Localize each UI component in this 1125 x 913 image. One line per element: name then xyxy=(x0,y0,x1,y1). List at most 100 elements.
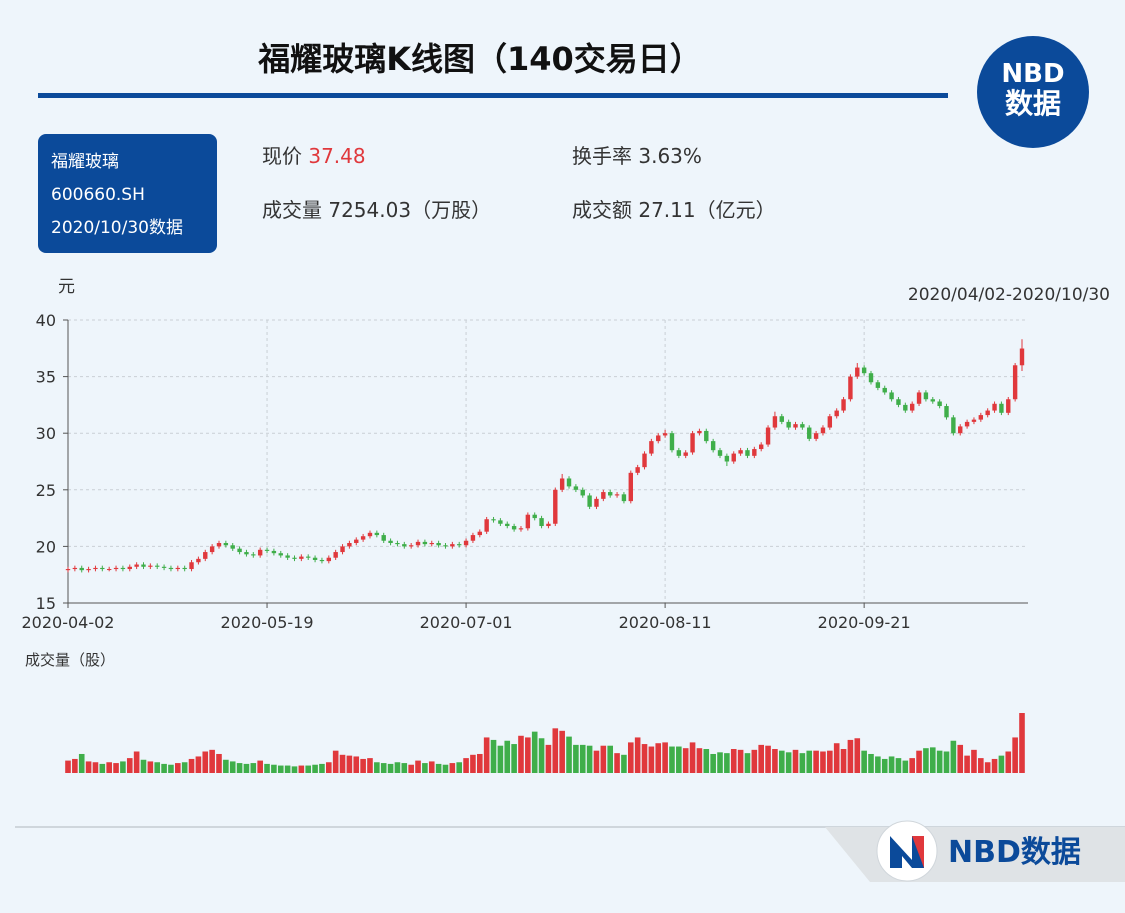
volume-bar xyxy=(744,753,751,773)
volume-bar xyxy=(936,750,943,773)
volume-bar xyxy=(765,745,771,773)
volume-bar xyxy=(305,765,312,773)
volume-bar xyxy=(984,762,991,773)
volume-bar xyxy=(504,740,511,773)
volume-bar xyxy=(579,744,586,773)
candle-body xyxy=(635,467,640,473)
candle-body xyxy=(704,430,709,442)
volume-bar xyxy=(696,748,703,773)
volume-bar xyxy=(85,761,92,773)
stat-label: 换手率 xyxy=(572,144,632,168)
candle-body xyxy=(491,519,496,521)
candle-body xyxy=(498,520,503,524)
volume-bar xyxy=(916,750,922,773)
volume-bar xyxy=(72,758,78,773)
volume-bar xyxy=(627,742,634,773)
candle-body xyxy=(312,557,318,560)
volume-bar xyxy=(559,730,565,773)
volume-bar xyxy=(566,736,572,773)
candle-body xyxy=(141,564,146,567)
volume-bar xyxy=(511,744,517,773)
candle-body xyxy=(642,453,647,468)
volume-bar xyxy=(126,758,133,773)
volume-bar xyxy=(394,762,401,773)
volume-bar xyxy=(113,763,119,773)
candle-body xyxy=(182,567,187,570)
candle-body xyxy=(861,367,867,374)
volume-bar xyxy=(943,751,950,773)
candle-body xyxy=(758,444,764,450)
stat: 成交额 27.11（亿元） xyxy=(572,194,776,223)
volume-bar xyxy=(909,758,915,773)
candle-body xyxy=(415,541,421,546)
volume-bar xyxy=(106,762,112,773)
candle-body xyxy=(196,558,201,563)
volume-bar xyxy=(531,731,538,773)
volume-bar xyxy=(470,754,476,773)
volume-bar xyxy=(188,758,195,773)
volume-bar xyxy=(387,763,394,773)
volume-bar xyxy=(888,756,895,773)
candle-body xyxy=(875,382,881,388)
volume-bar xyxy=(284,765,291,773)
candle-body xyxy=(354,539,359,544)
volume-bar xyxy=(456,762,463,773)
candle-body xyxy=(65,569,71,571)
candle-body xyxy=(257,549,263,556)
candle-body xyxy=(134,564,139,567)
volume-bar xyxy=(676,746,682,773)
volume-bar xyxy=(710,753,716,773)
candle-body xyxy=(813,433,819,439)
candle-body xyxy=(271,550,277,554)
stat-unit: （万股） xyxy=(411,198,492,222)
candle-body xyxy=(827,416,833,428)
candle-body xyxy=(566,478,572,487)
candle-body xyxy=(601,492,606,499)
volume-bar xyxy=(78,753,85,773)
volume-bar xyxy=(374,762,380,773)
candle-body xyxy=(669,433,675,451)
candle-body xyxy=(525,514,531,529)
volume-bar xyxy=(978,758,984,773)
candle-body xyxy=(79,567,84,571)
candle-body xyxy=(999,403,1004,413)
y-tick-label: 40 xyxy=(36,311,56,330)
volume-bar xyxy=(964,755,970,773)
volume-bar xyxy=(298,765,305,773)
candle-body xyxy=(292,557,297,559)
candle-body xyxy=(381,535,386,541)
candle-body xyxy=(374,532,380,536)
candle-body xyxy=(951,417,956,434)
volume-bar xyxy=(689,742,696,773)
volume-bar xyxy=(518,735,524,773)
stat-value: 37.48 xyxy=(308,144,366,168)
volume-bar xyxy=(161,763,167,773)
volume-bar xyxy=(120,761,126,773)
candle-body xyxy=(944,406,949,418)
candle-body xyxy=(717,450,723,456)
candle-body xyxy=(429,543,434,545)
x-tick-label: 2020-09-21 xyxy=(818,613,911,632)
candle-body xyxy=(916,392,922,404)
title: 福耀玻璃K线图（140交易日） xyxy=(258,40,702,78)
candle-body xyxy=(443,545,448,547)
volume-bar xyxy=(353,756,360,773)
volume-bar xyxy=(99,763,106,773)
candle-body xyxy=(697,430,702,434)
candle-body xyxy=(223,543,229,546)
volume-bar xyxy=(902,760,909,773)
volume-bar xyxy=(257,760,263,773)
stock-box: 福耀玻璃 600660.SH 2020/10/30数据 xyxy=(38,134,217,253)
candle-body xyxy=(484,519,489,532)
candle-body xyxy=(841,399,846,411)
volume-bar xyxy=(319,763,325,773)
candle-body xyxy=(779,416,784,422)
volume-bar xyxy=(648,746,655,773)
volume-bar xyxy=(181,762,188,773)
candle-body xyxy=(772,416,778,428)
volume-bar xyxy=(271,764,277,773)
candle-body xyxy=(745,450,750,456)
volume-bar xyxy=(449,763,456,773)
volume-bar xyxy=(895,758,902,773)
